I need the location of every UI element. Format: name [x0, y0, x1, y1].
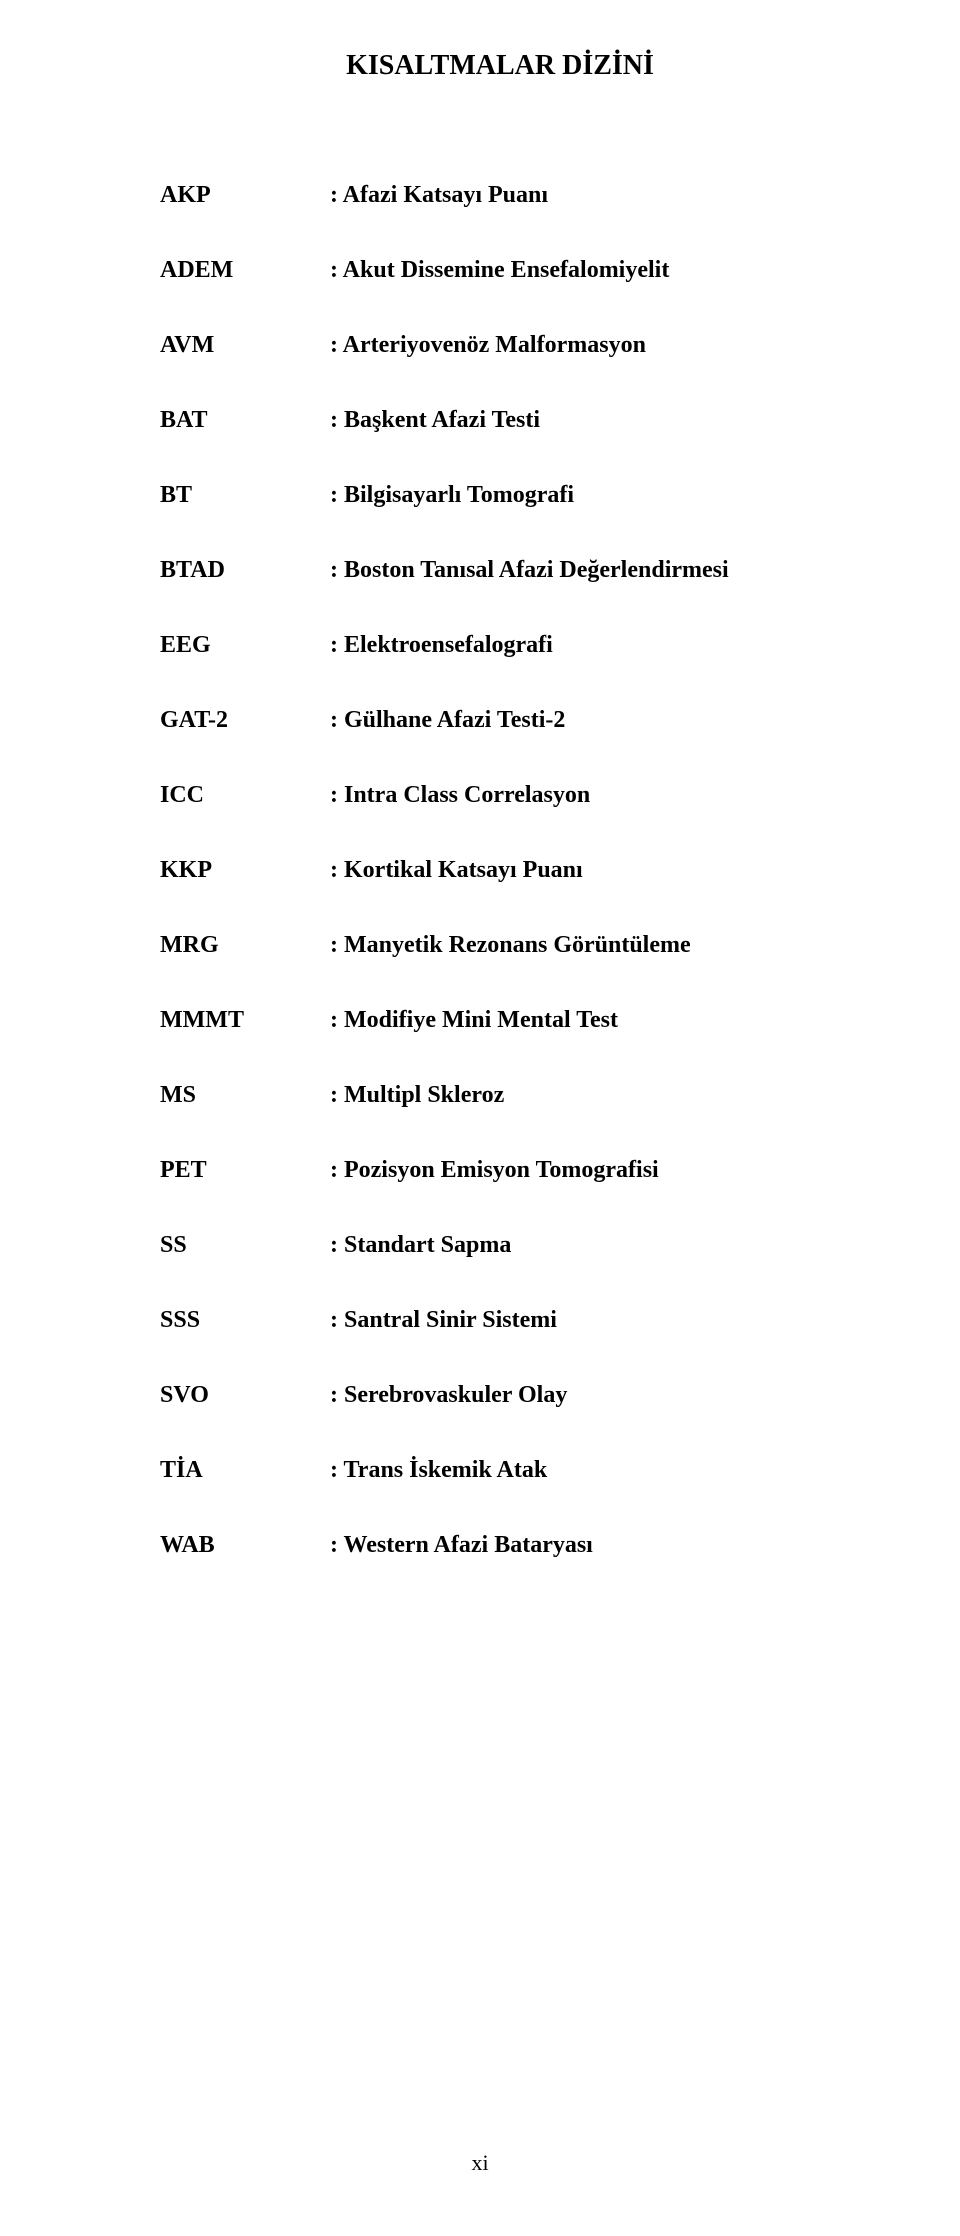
list-item: GAT-2 : Gülhane Afazi Testi-2 — [160, 707, 840, 734]
abbr-definition: : Boston Tanısal Afazi Değerlendirmesi — [330, 557, 840, 584]
list-item: SSS : Santral Sinir Sistemi — [160, 1307, 840, 1334]
abbr-term: KKP — [160, 857, 330, 884]
abbr-term: WAB — [160, 1532, 330, 1559]
abbr-term: BTAD — [160, 557, 330, 584]
abbr-definition: : Kortikal Katsayı Puanı — [330, 857, 840, 884]
abbr-definition: : Serebrovaskuler Olay — [330, 1382, 840, 1409]
list-item: ADEM : Akut Dissemine Ensefalomiyelit — [160, 257, 840, 284]
list-item: WAB : Western Afazi Bataryası — [160, 1532, 840, 1559]
list-item: EEG : Elektroensefalografi — [160, 632, 840, 659]
list-item: KKP : Kortikal Katsayı Puanı — [160, 857, 840, 884]
abbr-term: SSS — [160, 1307, 330, 1334]
abbr-definition: : Intra Class Correlasyon — [330, 782, 840, 809]
abbr-definition: : Western Afazi Bataryası — [330, 1532, 840, 1559]
abbr-term: MMMT — [160, 1007, 330, 1034]
abbr-definition: : Manyetik Rezonans Görüntüleme — [330, 932, 840, 959]
abbr-term: MS — [160, 1082, 330, 1109]
abbreviation-list: AKP : Afazi Katsayı Puanı ADEM : Akut Di… — [160, 182, 840, 1559]
list-item: AVM : Arteriyovenöz Malformasyon — [160, 332, 840, 359]
abbr-definition: : Santral Sinir Sistemi — [330, 1307, 840, 1334]
abbr-definition: : Elektroensefalografi — [330, 632, 840, 659]
abbr-definition: : Başkent Afazi Testi — [330, 407, 840, 434]
abbr-term: EEG — [160, 632, 330, 659]
list-item: MMMT : Modifiye Mini Mental Test — [160, 1007, 840, 1034]
list-item: MRG : Manyetik Rezonans Görüntüleme — [160, 932, 840, 959]
abbr-term: BAT — [160, 407, 330, 434]
abbr-term: ADEM — [160, 257, 330, 284]
abbr-term: GAT-2 — [160, 707, 330, 734]
abbr-definition: : Afazi Katsayı Puanı — [330, 182, 840, 209]
abbr-definition: : Akut Dissemine Ensefalomiyelit — [330, 257, 840, 284]
list-item: PET : Pozisyon Emisyon Tomografisi — [160, 1157, 840, 1184]
abbr-definition: : Arteriyovenöz Malformasyon — [330, 332, 840, 359]
abbr-term: BT — [160, 482, 330, 509]
abbr-term: SS — [160, 1232, 330, 1259]
abbr-definition: : Standart Sapma — [330, 1232, 840, 1259]
abbr-term: SVO — [160, 1382, 330, 1409]
abbr-definition: : Trans İskemik Atak — [330, 1457, 840, 1484]
page-container: KISALTMALAR DİZİNİ AKP : Afazi Katsayı P… — [0, 0, 960, 2236]
abbr-definition: : Bilgisayarlı Tomografi — [330, 482, 840, 509]
list-item: SVO : Serebrovaskuler Olay — [160, 1382, 840, 1409]
abbr-definition: : Modifiye Mini Mental Test — [330, 1007, 840, 1034]
list-item: SS : Standart Sapma — [160, 1232, 840, 1259]
abbr-definition: : Multipl Skleroz — [330, 1082, 840, 1109]
list-item: MS : Multipl Skleroz — [160, 1082, 840, 1109]
list-item: BT : Bilgisayarlı Tomografi — [160, 482, 840, 509]
list-item: ICC : Intra Class Correlasyon — [160, 782, 840, 809]
list-item: BAT : Başkent Afazi Testi — [160, 407, 840, 434]
abbr-term: PET — [160, 1157, 330, 1184]
abbr-definition: : Pozisyon Emisyon Tomografisi — [330, 1157, 840, 1184]
abbr-term: AKP — [160, 182, 330, 209]
list-item: AKP : Afazi Katsayı Puanı — [160, 182, 840, 209]
abbr-definition: : Gülhane Afazi Testi-2 — [330, 707, 840, 734]
page-number: xi — [0, 2150, 960, 2176]
list-item: TİA : Trans İskemik Atak — [160, 1457, 840, 1484]
page-title: KISALTMALAR DİZİNİ — [160, 50, 840, 82]
abbr-term: AVM — [160, 332, 330, 359]
list-item: BTAD : Boston Tanısal Afazi Değerlendirm… — [160, 557, 840, 584]
abbr-term: MRG — [160, 932, 330, 959]
abbr-term: TİA — [160, 1457, 330, 1484]
abbr-term: ICC — [160, 782, 330, 809]
